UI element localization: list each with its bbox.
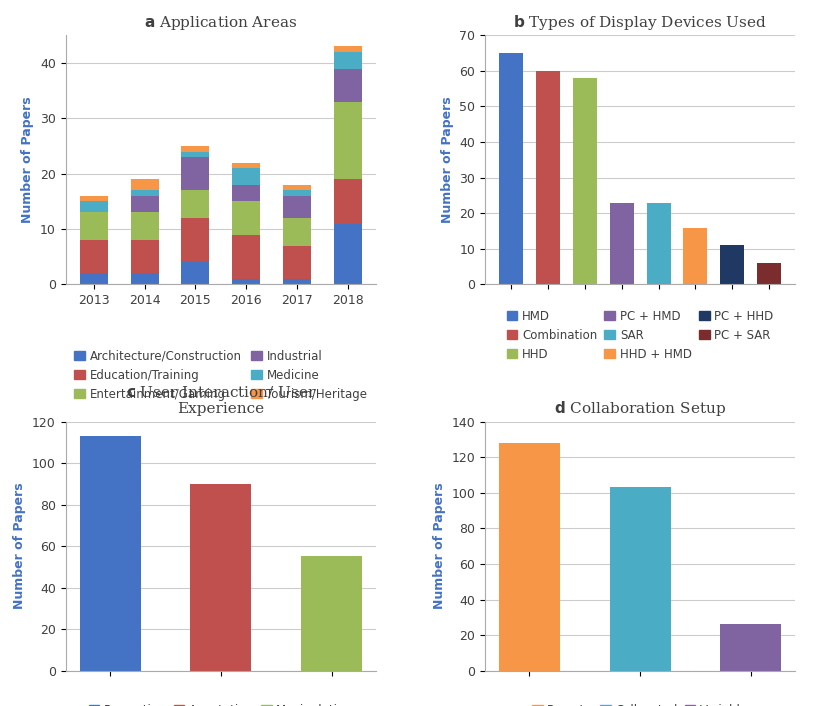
Y-axis label: Number of Papers: Number of Papers — [21, 97, 34, 223]
Y-axis label: Number of Papers: Number of Papers — [440, 97, 453, 223]
Bar — [720, 245, 744, 285]
Bar — [79, 196, 107, 201]
Bar — [683, 227, 707, 285]
Bar — [232, 279, 260, 285]
Bar — [333, 47, 362, 52]
Y-axis label: Number of Papers: Number of Papers — [432, 483, 446, 609]
Legend: Architecture/Construction, Education/Training, Entertainment/Gaming, Industrial,: Architecture/Construction, Education/Tra… — [70, 345, 372, 405]
Bar — [498, 53, 523, 285]
Title: $\mathbf{b}$ Types of Display Devices Used: $\mathbf{b}$ Types of Display Devices Us… — [513, 13, 766, 32]
Title: $\mathbf{c}$ User Interaction/ User
Experience: $\mathbf{c}$ User Interaction/ User Expe… — [125, 384, 316, 417]
Bar — [181, 263, 209, 285]
Bar — [609, 203, 633, 285]
Bar — [333, 68, 362, 102]
Title: $\mathbf{d}$ Collaboration Setup: $\mathbf{d}$ Collaboration Setup — [554, 399, 726, 418]
Bar — [283, 185, 310, 191]
Bar — [130, 191, 158, 196]
Bar — [535, 71, 559, 285]
Bar — [79, 201, 107, 213]
Bar — [79, 213, 107, 240]
Bar — [181, 191, 209, 218]
Bar — [720, 624, 781, 671]
Bar — [333, 102, 362, 179]
Bar — [79, 240, 107, 273]
Bar — [572, 78, 596, 285]
Bar — [283, 279, 310, 285]
Bar — [232, 168, 260, 185]
Title: $\mathbf{a}$ Application Areas: $\mathbf{a}$ Application Areas — [144, 14, 297, 32]
Bar — [190, 484, 251, 671]
Bar — [232, 185, 260, 201]
Y-axis label: Number of Papers: Number of Papers — [13, 483, 26, 609]
Legend: Perception, Annotation, Manipulation: Perception, Annotation, Manipulation — [84, 699, 357, 706]
Bar — [181, 218, 209, 263]
Bar — [181, 157, 209, 191]
Bar — [333, 179, 362, 224]
Bar — [283, 246, 310, 279]
Bar — [232, 162, 260, 168]
Bar — [79, 436, 140, 671]
Bar — [130, 213, 158, 240]
Bar — [301, 556, 362, 671]
Bar — [283, 191, 310, 196]
Bar — [283, 196, 310, 218]
Bar — [232, 234, 260, 279]
Bar — [181, 146, 209, 152]
Bar — [757, 263, 781, 285]
Bar — [333, 224, 362, 285]
Bar — [181, 152, 209, 157]
Bar — [498, 443, 559, 671]
Bar — [232, 201, 260, 234]
Bar — [283, 218, 310, 246]
Bar — [609, 487, 670, 671]
Bar — [646, 203, 670, 285]
Legend: HMD, Combination, HHD, PC + HMD, SAR, HHD + HMD, PC + HHD, PC + SAR: HMD, Combination, HHD, PC + HMD, SAR, HH… — [501, 305, 777, 366]
Bar — [130, 273, 158, 285]
Bar — [130, 196, 158, 213]
Bar — [79, 273, 107, 285]
Bar — [130, 179, 158, 191]
Bar — [333, 52, 362, 68]
Legend: Remote, Collocated, Variable: Remote, Collocated, Variable — [527, 699, 752, 706]
Bar — [130, 240, 158, 273]
